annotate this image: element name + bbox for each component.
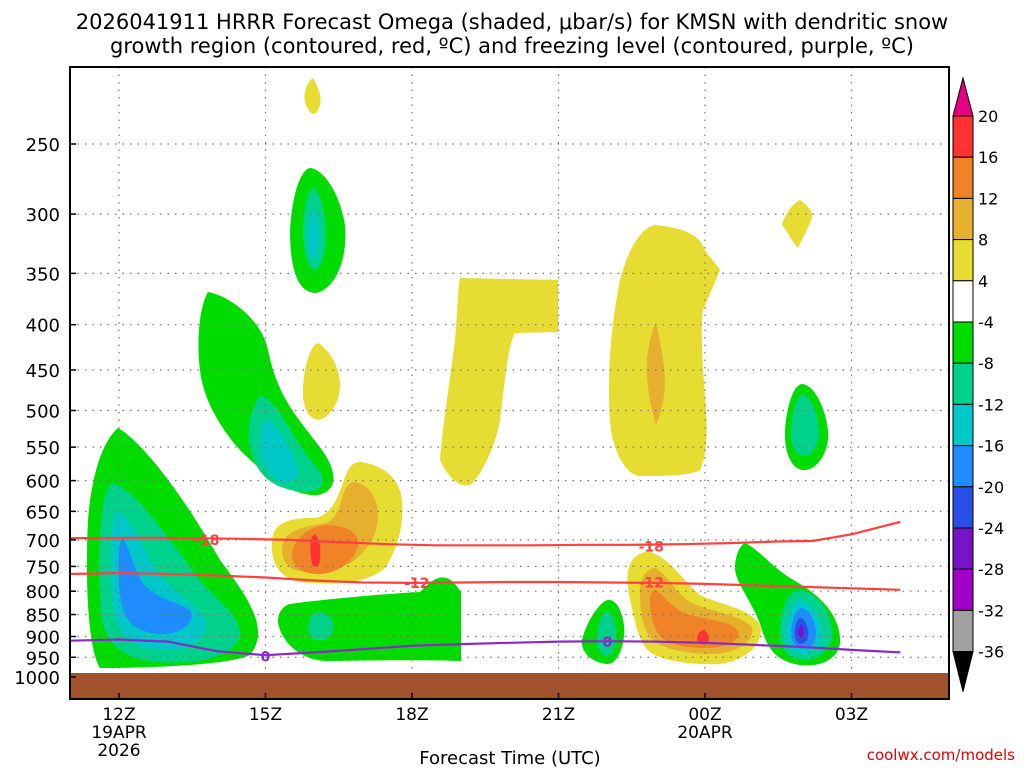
colorbar-label-11: -28 <box>978 560 1004 579</box>
colorbar-label-9: -20 <box>978 478 1004 497</box>
colorbar-swatch-1 <box>952 156 974 199</box>
omega-shading <box>86 78 841 668</box>
y-tick-label-550: 550 <box>26 438 60 459</box>
y-tick-label-500: 500 <box>26 402 60 423</box>
y-tick-label-300: 300 <box>26 205 60 226</box>
contour-label-dgz_-12-0: -12 <box>404 576 429 592</box>
y-tick-label-400: 400 <box>26 316 60 337</box>
colorbar-swatch-3 <box>952 239 974 282</box>
watermark: coolwx.com/models <box>867 746 1015 764</box>
orange-regions <box>292 525 739 648</box>
y-tick-label-850: 850 <box>26 606 60 627</box>
plot-frame <box>69 66 950 700</box>
colorbar-swatch-6 <box>952 362 974 405</box>
colorbar-label-10: -24 <box>978 519 1004 538</box>
violet-core <box>797 625 804 638</box>
colorbar-label-6: -8 <box>978 354 994 373</box>
colorbar-swatch-12 <box>952 609 974 653</box>
colorbar-swatch-4 <box>952 280 974 323</box>
y-tick-label-700: 700 <box>26 531 60 552</box>
colorbar-swatch-8 <box>952 445 974 488</box>
y-tick-label-450: 450 <box>26 361 60 382</box>
colorbar-swatch-10 <box>952 527 974 570</box>
red-regions <box>310 534 709 645</box>
colorbar-swatch-9 <box>952 486 974 529</box>
colorbar-swatch-5 <box>952 321 974 364</box>
chart-title-line1: 2026041911 HRRR Forecast Omega (shaded, … <box>76 10 948 34</box>
colorbar: 20 16 12 8 4 -4 -8 -12 -16 -20 -24 -28 -32 -36 <box>952 76 1004 692</box>
x-tick-label-18Z: 18Z <box>395 705 428 725</box>
contour-label-dgz_-18-0: -18 <box>194 533 219 549</box>
colorbar-label-1: 16 <box>978 148 998 167</box>
x-axis-label: Forecast Time (UTC) <box>419 748 600 768</box>
colorbar-label-4: 4 <box>978 272 988 291</box>
ground-surface <box>70 673 949 699</box>
x-tick-label-03Z: 03Z <box>835 705 868 725</box>
axis-layer: 2503003504004505005506006507007508008509… <box>14 135 868 761</box>
contour-label-dgz_-12-1: -12 <box>639 575 664 591</box>
colorbar-swatch-2 <box>952 197 974 241</box>
colorbar-label-3: 8 <box>978 231 988 250</box>
colorbar-label-13: -36 <box>978 643 1004 662</box>
colorbar-label-7: -12 <box>978 395 1004 414</box>
colorbar-bottom-arrow <box>952 651 974 692</box>
y-tick-label-950: 950 <box>26 648 60 669</box>
contour-line-dgz_-18 <box>70 520 901 547</box>
y-tick-label-800: 800 <box>26 582 60 603</box>
x-tick-label-00Z: 00Z <box>688 705 721 725</box>
contour-line-dgz_-12 <box>70 571 901 591</box>
y-tick-label-900: 900 <box>26 627 60 648</box>
colorbar-swatch-0 <box>952 115 974 158</box>
contour-layer: -18 -18 -12 -12 0 0 <box>70 520 901 665</box>
x-tick-label-21Z: 21Z <box>542 705 575 725</box>
x-tick-date-00Z: 20APR <box>677 723 733 743</box>
contour-label-frz_0-1: 0 <box>602 635 612 651</box>
colorbar-swatch-7 <box>952 403 974 447</box>
x-tick-date-12Z: 19APR <box>91 723 147 743</box>
colorbar-label-12: -32 <box>978 601 1004 620</box>
x-tick-label-15Z: 15Z <box>249 705 282 725</box>
colorbar-swatch-11 <box>952 568 974 611</box>
colorbar-label-8: -16 <box>978 437 1004 456</box>
x-tick-label-12Z: 12Z <box>102 705 135 725</box>
chart-title-line2: growth region (contoured, red, ºC) and f… <box>110 34 914 58</box>
colorbar-label-0: 20 <box>978 107 998 126</box>
y-tick-label-750: 750 <box>26 557 60 578</box>
contour-label-frz_0-0: 0 <box>261 649 271 665</box>
colorbar-top-arrow <box>952 76 974 117</box>
y-tick-label-650: 650 <box>26 502 60 523</box>
contour-label-dgz_-18-1: -18 <box>639 539 664 555</box>
y-tick-label-250: 250 <box>26 135 60 156</box>
colorbar-label-2: 12 <box>978 189 998 208</box>
colorbar-label-5: -4 <box>978 313 994 332</box>
x-tick-year-12Z: 2026 <box>97 741 140 761</box>
y-tick-label-1000: 1000 <box>14 668 60 689</box>
y-tick-label-600: 600 <box>26 472 60 493</box>
y-tick-label-350: 350 <box>26 264 60 285</box>
contour-line-frz_0 <box>70 638 901 657</box>
